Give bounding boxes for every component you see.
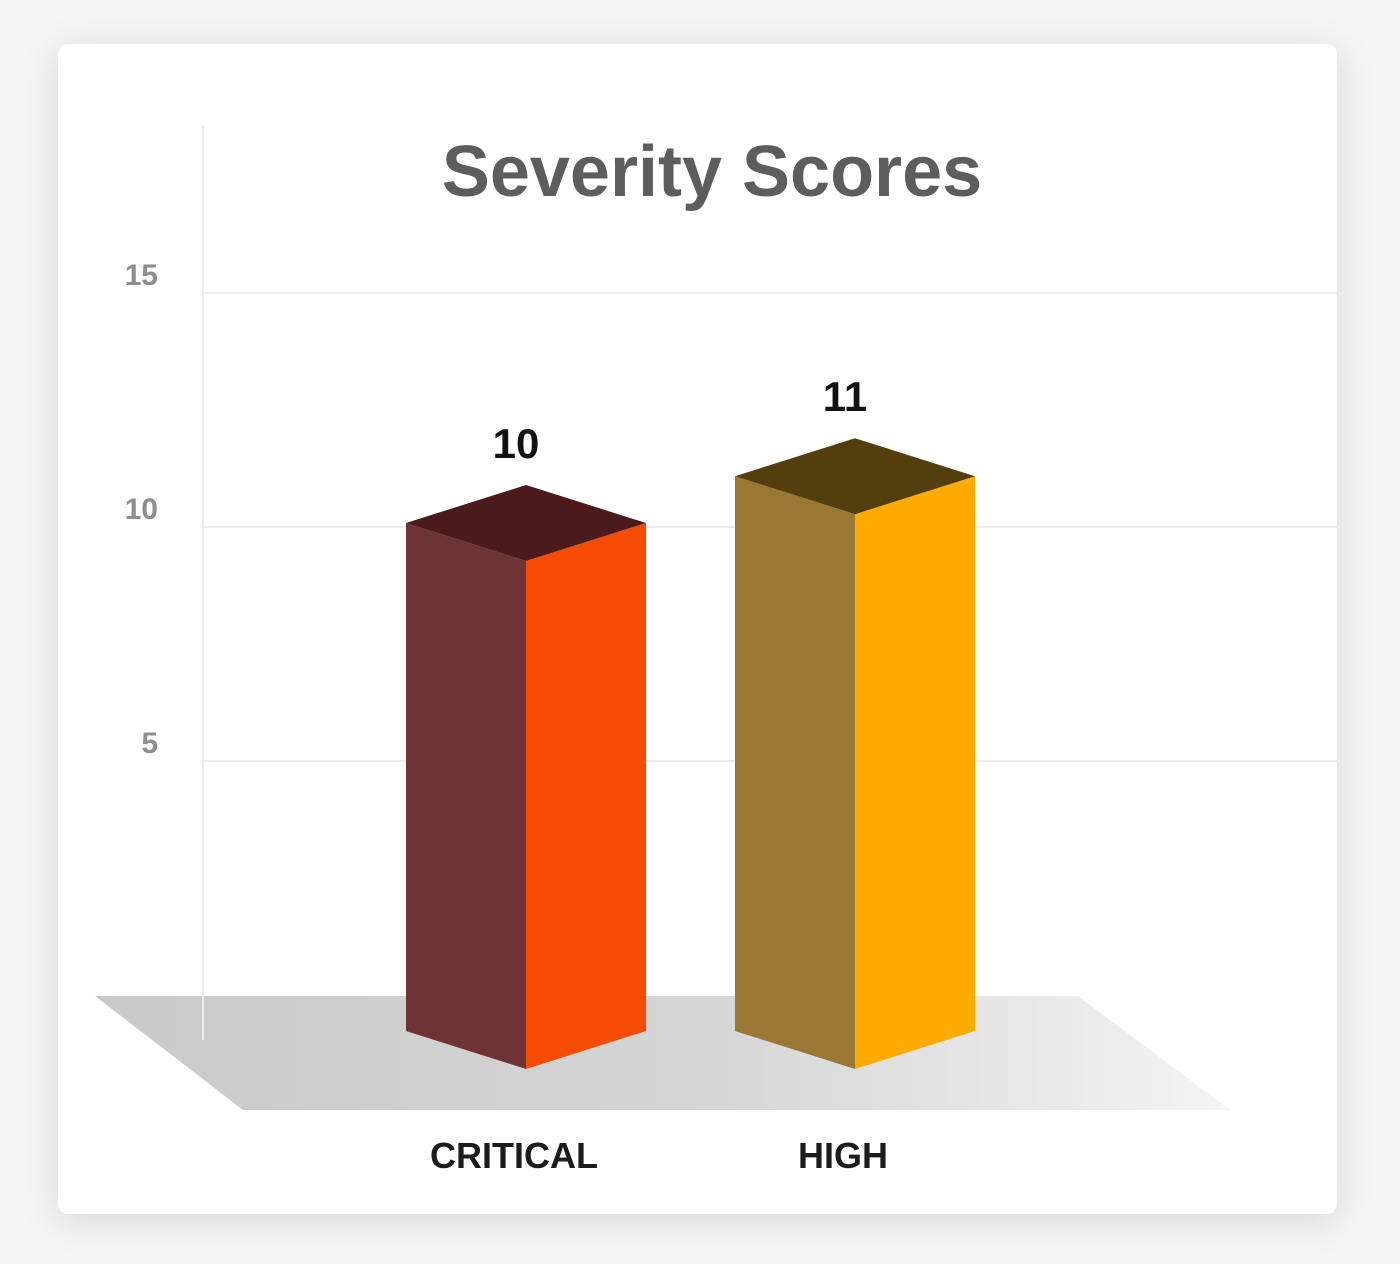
bars xyxy=(406,438,975,1069)
y-tick-label: 5 xyxy=(141,727,158,760)
bar-front-face xyxy=(526,523,646,1069)
y-tick-label: 15 xyxy=(125,259,158,292)
chart-floor xyxy=(95,996,1230,1110)
data-labels: 10 11 xyxy=(493,373,868,467)
y-axis-ticks: 5 10 15 xyxy=(125,259,158,760)
bar-value-label: 11 xyxy=(823,373,867,420)
category-label: HIGH xyxy=(798,1135,888,1176)
bar-critical xyxy=(406,485,646,1069)
bar-top-face xyxy=(735,438,975,515)
chart-title: Severity Scores xyxy=(442,132,982,212)
category-label: CRITICAL xyxy=(430,1135,598,1176)
bar-value-label: 10 xyxy=(493,420,540,467)
bar-front-face xyxy=(855,476,975,1069)
y-tick-label: 10 xyxy=(125,493,158,526)
bar-high xyxy=(735,438,975,1069)
bar-top-face xyxy=(406,485,646,561)
category-labels: CRITICAL HIGH xyxy=(430,1135,888,1176)
bar-side-face xyxy=(735,476,855,1069)
bar-side-face xyxy=(406,523,526,1069)
